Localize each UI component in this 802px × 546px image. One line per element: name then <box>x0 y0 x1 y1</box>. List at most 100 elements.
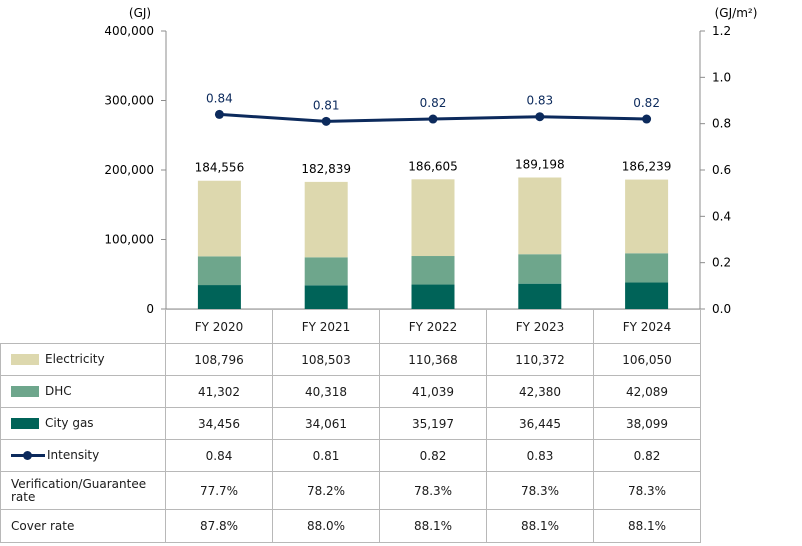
table-row: Cover rate 87.8% 88.0% 88.1% 88.1% 88.1% <box>0 509 701 543</box>
table-cell: 36,445 <box>486 407 594 440</box>
intensity-point <box>642 114 652 124</box>
table-row: DHC 41,302 40,318 41,039 42,380 42,089 <box>0 375 701 408</box>
table-cell: 88.1% <box>486 509 594 543</box>
bar-segment-city-gas <box>625 282 669 309</box>
table-cell: 38,099 <box>593 407 701 440</box>
intensity-line: 0.84 0.81 0.82 0.83 0.82 <box>206 91 660 126</box>
row-label-text: Electricity <box>45 352 105 366</box>
intensity-label: 0.82 <box>633 96 660 110</box>
table-cell: 41,039 <box>379 375 487 408</box>
table-cell: 78.3% <box>379 471 487 510</box>
row-label: Cover rate <box>0 509 166 543</box>
table-cell: 110,368 <box>379 343 487 376</box>
row-label-text: Cover rate <box>11 518 75 533</box>
table-cell: 88.0% <box>272 509 380 543</box>
row-label-text: Intensity <box>47 448 100 462</box>
row-label-text: DHC <box>45 384 72 398</box>
table-cell: 108,503 <box>272 343 380 376</box>
table-cell: 106,050 <box>593 343 701 376</box>
bar-segment-electricity <box>518 177 562 255</box>
table-column-header: FY 2022 <box>379 309 487 344</box>
right-axis-unit: (GJ/m²) <box>715 6 758 20</box>
table-cell: 42,380 <box>486 375 594 408</box>
left-tick-label: 0 <box>146 302 154 316</box>
left-axis-unit: (GJ) <box>129 6 151 20</box>
right-tick-label: 0.0 <box>712 302 731 316</box>
total-label: 189,198 <box>515 158 565 172</box>
table-cell: 34,456 <box>165 407 273 440</box>
row-label-text: Verification/Guarantee rate <box>11 476 147 504</box>
row-label: Intensity <box>0 439 166 472</box>
row-label-text: City gas <box>45 416 94 430</box>
bar-segment-city-gas <box>411 284 455 309</box>
intensity-label: 0.82 <box>420 96 447 110</box>
table-cell: 108,796 <box>165 343 273 376</box>
intensity-label: 0.84 <box>206 91 233 105</box>
table-cell: 0.81 <box>272 439 380 472</box>
table-column-header: FY 2023 <box>486 309 594 344</box>
right-tick-label: 0.2 <box>712 256 731 270</box>
table-cell: 40,318 <box>272 375 380 408</box>
table-column-header: FY 2021 <box>272 309 380 344</box>
intensity-point <box>535 112 545 122</box>
legend-swatch <box>11 354 39 365</box>
bar-segment-electricity <box>625 179 669 254</box>
table-column-header: FY 2020 <box>165 309 273 344</box>
table-row: Verification/Guarantee rate 77.7% 78.2% 78.… <box>0 471 701 510</box>
total-label: 182,839 <box>301 162 351 176</box>
table-cell: 88.1% <box>593 509 701 543</box>
bar-segment-city-gas <box>197 285 241 309</box>
intensity-point <box>321 116 331 126</box>
legend-line-marker <box>11 450 45 461</box>
table-row: Electricity 108,796 108,503 110,368 110,372 1… <box>0 343 701 376</box>
table-row: Intensity 0.84 0.81 0.82 0.83 0.82 <box>0 439 701 472</box>
right-tick-label: 0.4 <box>712 209 731 223</box>
bar-segment-dhc <box>625 253 669 283</box>
table-cell: 41,302 <box>165 375 273 408</box>
right-tick-label: 1.2 <box>712 24 731 38</box>
table-column-header: FY 2024 <box>593 309 701 344</box>
left-tick-label: 200,000 <box>104 163 154 177</box>
energy-chart: 0 100,000 200,000 300,000 400,000 0.0 0.2 0.4 0.… <box>104 6 758 316</box>
total-label: 186,239 <box>622 160 672 174</box>
row-label: Electricity <box>0 343 166 376</box>
right-tick-label: 1.0 <box>712 70 731 84</box>
total-labels: 184,556 182,839 186,605 189,198 186,239 <box>195 158 672 176</box>
bar-segment-electricity <box>411 179 455 257</box>
intensity-label: 0.83 <box>526 94 553 108</box>
row-label: Verification/Guarantee rate <box>0 471 166 510</box>
table-cell: 110,372 <box>486 343 594 376</box>
left-tick-label: 100,000 <box>104 233 154 247</box>
right-tick-label: 0.8 <box>712 117 731 131</box>
table-row: City gas 34,456 34,061 35,197 36,445 38,099 <box>0 407 701 440</box>
table-cell: 88.1% <box>379 509 487 543</box>
bar-segment-city-gas <box>518 283 562 309</box>
intensity-label: 0.81 <box>313 98 340 112</box>
table-cell: 0.83 <box>486 439 594 472</box>
stacked-bars <box>197 177 669 309</box>
table-cell: 87.8% <box>165 509 273 543</box>
bar-segment-electricity <box>197 180 241 257</box>
left-tick-label: 400,000 <box>104 24 154 38</box>
total-label: 186,605 <box>408 159 458 173</box>
table-cell: 78.3% <box>486 471 594 510</box>
legend-swatch <box>11 418 39 429</box>
bar-segment-electricity <box>304 181 348 258</box>
intensity-point <box>428 114 438 124</box>
left-tick-label: 300,000 <box>104 94 154 108</box>
table-cell: 0.84 <box>165 439 273 472</box>
table-cell: 0.82 <box>593 439 701 472</box>
bar-segment-dhc <box>411 256 455 285</box>
right-tick-label: 0.6 <box>712 163 731 177</box>
table-cell: 78.2% <box>272 471 380 510</box>
row-label: City gas <box>0 407 166 440</box>
row-label: DHC <box>0 375 166 408</box>
table-cell: 0.82 <box>379 439 487 472</box>
chart-axes: 0 100,000 200,000 300,000 400,000 0.0 0.2 0.4 0.… <box>104 24 731 316</box>
bar-segment-dhc <box>197 256 241 286</box>
total-label: 184,556 <box>195 161 245 175</box>
bar-segment-dhc <box>518 254 562 284</box>
table-cell: 42,089 <box>593 375 701 408</box>
table-cell: 77.7% <box>165 471 273 510</box>
table-cell: 35,197 <box>379 407 487 440</box>
